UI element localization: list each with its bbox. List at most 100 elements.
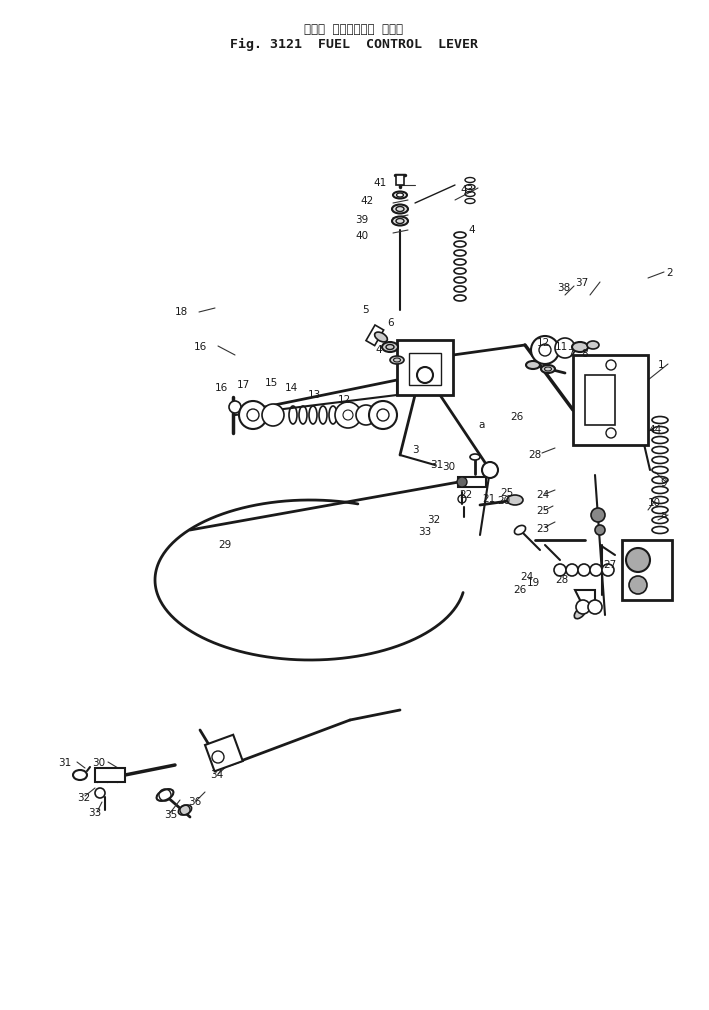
Text: 13: 13 [308,390,321,400]
Circle shape [369,401,397,429]
Text: 15: 15 [265,378,278,388]
Text: 35: 35 [164,810,177,820]
Text: 29: 29 [218,540,231,550]
Text: 2: 2 [666,268,673,278]
Bar [396,175,404,185]
Text: 20: 20 [497,496,510,506]
Text: 24: 24 [536,490,549,500]
Text: 31: 31 [430,460,443,470]
Text: 40: 40 [355,231,368,241]
Text: 31: 31 [58,758,71,768]
Text: a: a [478,420,484,430]
Circle shape [629,576,647,594]
Text: 16: 16 [194,342,207,352]
Circle shape [554,564,566,576]
Circle shape [578,564,590,576]
Ellipse shape [587,341,599,349]
Text: a: a [660,510,666,520]
Circle shape [457,477,467,487]
Ellipse shape [574,607,586,619]
Text: 26: 26 [513,585,526,595]
Text: 33: 33 [88,808,101,818]
Ellipse shape [507,495,523,505]
Circle shape [566,564,578,576]
Text: 8: 8 [581,349,588,359]
Text: 39: 39 [355,215,368,225]
Text: 37: 37 [575,278,588,288]
Text: 6: 6 [387,318,393,328]
Circle shape [531,336,559,364]
Text: 25: 25 [500,488,513,498]
Circle shape [555,338,575,358]
Text: 32: 32 [77,793,90,803]
Ellipse shape [374,332,387,342]
Text: 41: 41 [373,178,386,188]
Circle shape [590,564,602,576]
Ellipse shape [179,805,191,815]
Text: 12: 12 [537,338,550,348]
Text: 38: 38 [557,283,570,293]
Circle shape [482,462,498,478]
Ellipse shape [541,365,555,373]
Circle shape [239,401,267,429]
Text: 4: 4 [375,345,381,355]
Text: 9: 9 [660,478,666,488]
Text: 26: 26 [510,412,523,422]
Text: 34: 34 [210,770,223,780]
Text: 30: 30 [442,462,455,472]
Text: 12: 12 [338,395,351,405]
Bar [205,734,242,772]
Text: 17: 17 [237,380,250,390]
Bar [366,325,384,345]
Circle shape [417,367,433,383]
Text: 22: 22 [459,490,472,500]
Text: 10: 10 [648,498,661,508]
Ellipse shape [382,342,398,352]
Bar [585,375,615,425]
Ellipse shape [390,356,404,364]
Text: 1: 1 [658,360,664,370]
Circle shape [356,405,376,425]
Text: 14: 14 [285,383,298,393]
Circle shape [602,564,614,576]
Ellipse shape [157,789,174,801]
Circle shape [595,525,605,535]
Text: 42: 42 [360,196,373,206]
Text: 21: 21 [482,494,496,504]
Text: 44: 44 [648,425,661,435]
Text: 5: 5 [362,305,369,315]
Text: 25: 25 [536,506,549,516]
Ellipse shape [73,770,87,780]
Ellipse shape [392,204,408,213]
Text: 23: 23 [536,524,549,534]
Circle shape [247,409,259,421]
Text: 28: 28 [555,575,568,585]
Text: 16: 16 [215,383,228,393]
Circle shape [588,600,602,614]
Text: 7: 7 [567,349,574,359]
Circle shape [262,404,284,426]
Circle shape [95,788,105,798]
Text: 4: 4 [468,225,474,235]
Circle shape [591,508,605,522]
Bar [95,768,125,782]
Text: 24: 24 [520,572,533,582]
Circle shape [335,402,361,428]
Ellipse shape [470,454,480,460]
Ellipse shape [572,342,588,352]
Bar [458,477,486,487]
Circle shape [576,600,590,614]
Text: 3: 3 [412,445,418,455]
Circle shape [539,344,551,356]
Text: 27: 27 [603,560,616,570]
Ellipse shape [392,216,408,225]
Text: 18: 18 [175,307,189,317]
Text: フェル  コントロール  レバー: フェル コントロール レバー [304,23,403,36]
Bar [622,540,672,600]
Circle shape [626,548,650,572]
Bar [573,355,648,445]
Text: 28: 28 [528,450,541,460]
Circle shape [229,401,241,413]
Text: 43: 43 [460,185,473,195]
Bar [397,340,453,395]
